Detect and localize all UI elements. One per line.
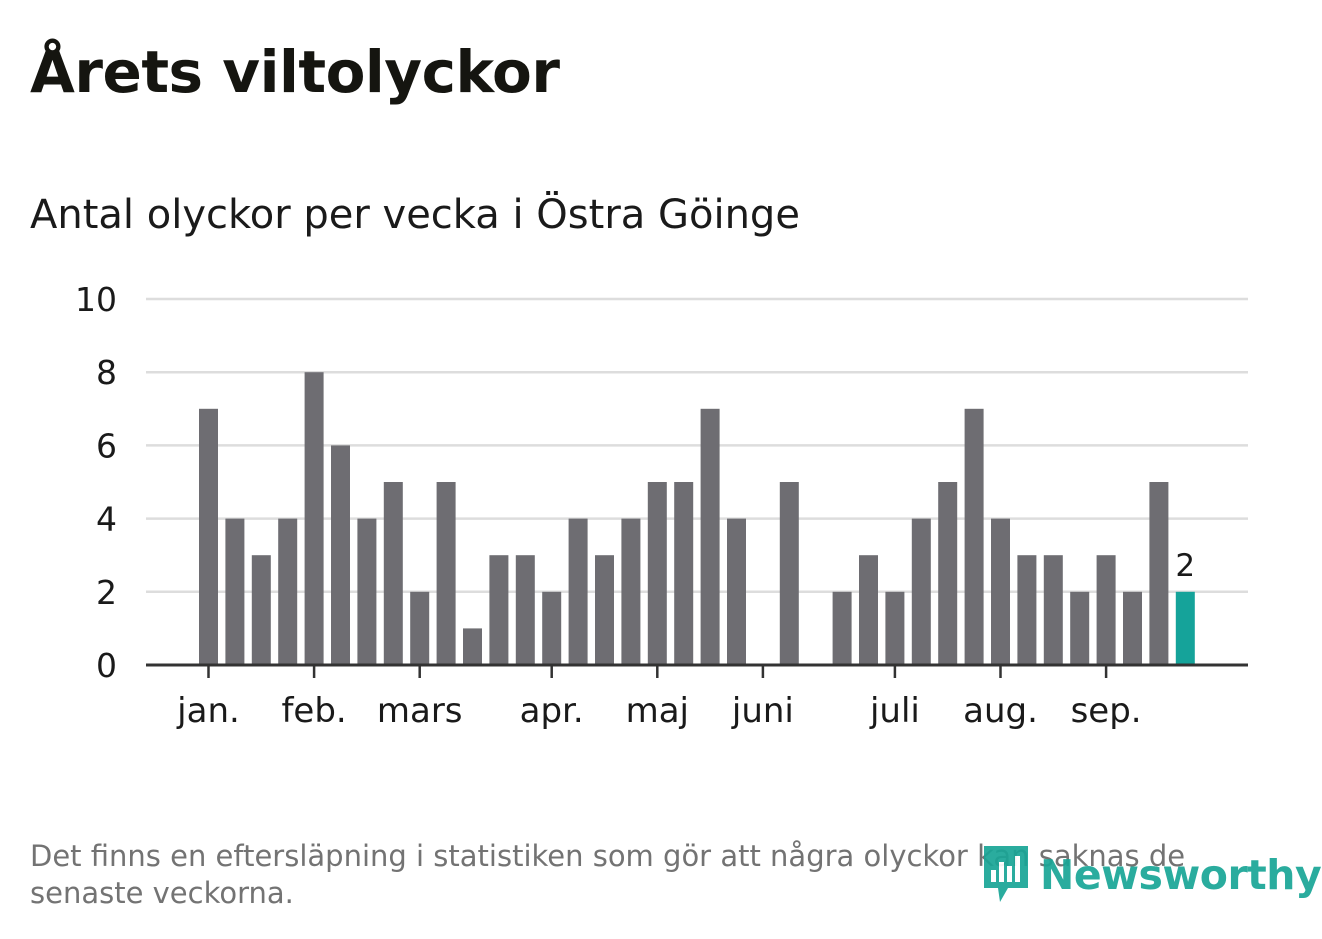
- bar: [1096, 555, 1116, 665]
- bar: [885, 591, 905, 665]
- newsworthy-logo: Newsworthy: [980, 842, 1322, 908]
- bar: [1070, 591, 1090, 665]
- bar: [647, 482, 667, 665]
- x-axis: jan. feb. mars apr. maj juni juli aug. sep.: [146, 663, 1248, 731]
- x-tick-label: feb.: [281, 691, 346, 731]
- bar: [938, 482, 958, 665]
- bar: [674, 482, 694, 665]
- logo-text: Newsworthy: [1040, 851, 1322, 899]
- y-tick-label: 10: [75, 280, 117, 319]
- bar: [621, 518, 641, 665]
- bar: [568, 518, 588, 665]
- bar: [911, 518, 931, 665]
- x-tick-label: juni: [731, 691, 794, 731]
- bar: [1175, 591, 1195, 665]
- bar: [331, 445, 350, 665]
- bar: [964, 408, 984, 665]
- bar-chart-speech-bubble-icon: [984, 846, 1028, 902]
- bar: [1123, 591, 1142, 665]
- bar: [1017, 555, 1037, 665]
- bar: [595, 555, 614, 665]
- bar: [304, 372, 324, 665]
- y-tick-label: 0: [96, 646, 117, 685]
- y-tick-label: 4: [96, 500, 117, 539]
- bar: [727, 518, 746, 665]
- bar: [463, 628, 482, 665]
- bar: [991, 518, 1010, 665]
- x-tick-label: maj: [626, 691, 689, 731]
- bar: [278, 518, 298, 665]
- grid-lines: [146, 297, 1248, 594]
- bar: [1043, 555, 1063, 665]
- x-tick-label: apr.: [520, 691, 584, 731]
- data-label: 2: [1175, 548, 1195, 584]
- bar: [225, 518, 245, 665]
- bar: [199, 408, 218, 665]
- bar: [489, 555, 509, 665]
- bar: [383, 482, 403, 665]
- bar: [515, 555, 535, 665]
- chart-title: Årets viltolyckor: [30, 38, 560, 106]
- bar-chart: 0 2 4 6 8 10 jan. feb. mars apr. maj juni juli aug. s…: [75, 280, 1248, 731]
- bar: [832, 591, 852, 665]
- bar: [542, 591, 562, 665]
- data-labels: 2: [1175, 548, 1195, 584]
- x-tick-label: juli: [869, 691, 920, 731]
- bar: [700, 408, 720, 665]
- bar: [357, 518, 377, 665]
- y-axis-labels: 0 2 4 6 8 10: [75, 280, 117, 685]
- bar: [251, 555, 271, 665]
- bar: [859, 555, 878, 665]
- bars: [199, 372, 1195, 665]
- y-tick-label: 8: [96, 353, 117, 392]
- x-tick-label: mars: [377, 691, 463, 731]
- bar: [1149, 482, 1169, 665]
- bar: [436, 482, 456, 665]
- x-tick-label: jan.: [176, 691, 240, 731]
- y-tick-label: 6: [96, 426, 117, 465]
- x-tick-label: sep.: [1071, 691, 1142, 731]
- x-tick-label: aug.: [963, 691, 1038, 731]
- chart-subtitle: Antal olyckor per vecka i Östra Göinge: [30, 192, 800, 238]
- bar: [410, 591, 430, 665]
- bar: [779, 482, 799, 665]
- y-tick-label: 2: [96, 573, 117, 612]
